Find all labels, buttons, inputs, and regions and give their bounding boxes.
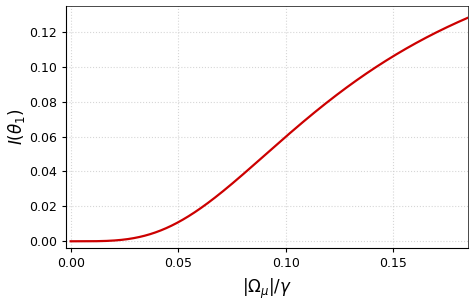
X-axis label: $|\Omega_{\mu}|/\gamma$: $|\Omega_{\mu}|/\gamma$ (242, 277, 292, 301)
Y-axis label: $I(\theta_1)$: $I(\theta_1)$ (6, 109, 27, 145)
